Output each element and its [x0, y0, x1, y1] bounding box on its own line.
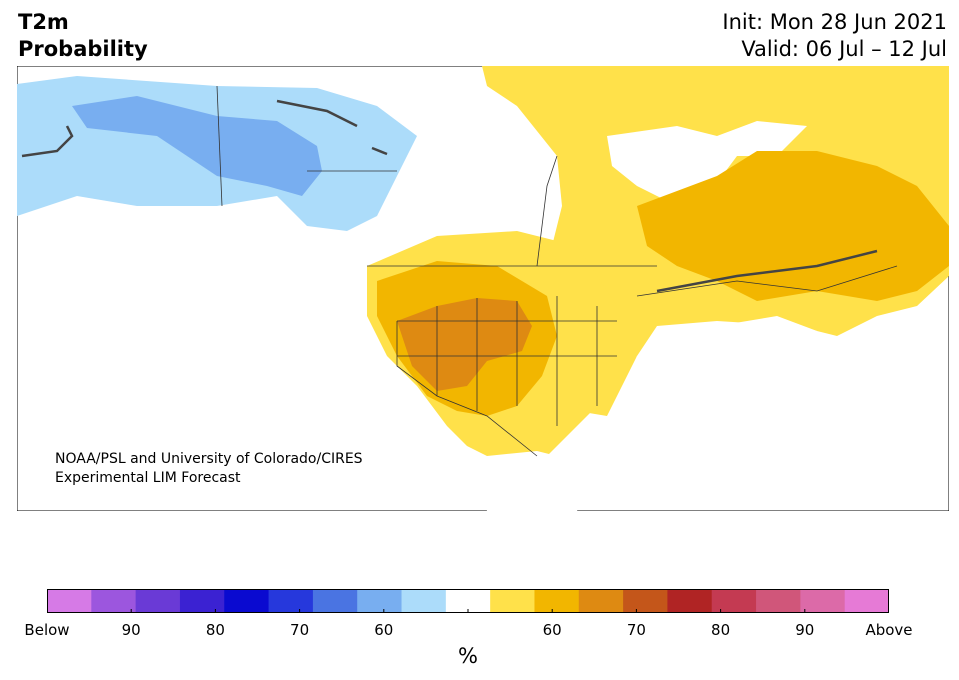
colorbar-swatch — [534, 589, 580, 613]
colorbar-swatch — [490, 589, 535, 613]
colorbar-swatch — [667, 589, 713, 613]
colorbar-swatch — [844, 589, 889, 613]
colorbar-tick-label: 90 — [121, 621, 141, 639]
above-gold-quebec — [637, 151, 949, 301]
colorbar-tick-label: 90 — [795, 621, 815, 639]
colorbar-tick-label: 70 — [626, 621, 646, 639]
colorbar-swatch — [268, 589, 314, 613]
white-east-us — [622, 316, 817, 466]
colorbar-swatch — [711, 589, 757, 613]
boundaries — [216, 85, 898, 457]
above-white-hudson — [607, 121, 807, 201]
colorbar-swatch — [47, 589, 92, 613]
colorbar-swatch — [578, 589, 624, 613]
title-type: Probability — [18, 37, 148, 61]
colorbar — [47, 589, 889, 613]
forecast-dates: Init: Mon 28 Jun 2021 Valid: 06 Jul – 12… — [722, 9, 947, 63]
colorbar-swatch — [91, 589, 137, 613]
colorbar-swatch — [224, 589, 270, 613]
colorbar-tick-label: 60 — [542, 621, 562, 639]
colorbar-swatch — [179, 589, 225, 613]
probability-map — [17, 66, 949, 511]
colorbar-swatch — [312, 589, 358, 613]
colorbar-swatch — [135, 589, 181, 613]
colorbar-swatch — [756, 589, 801, 613]
colorbar-tick-label: 80 — [205, 621, 225, 639]
colorbar-tick-label: 80 — [711, 621, 731, 639]
white-mexico — [477, 451, 587, 511]
title-variable: T2m — [18, 10, 69, 34]
credit-line-1: NOAA/PSL and University of Colorado/CIRE… — [55, 451, 363, 467]
below-mid-blue-region — [72, 96, 322, 196]
init-date: Init: Mon 28 Jun 2021 — [722, 10, 947, 34]
colorbar-tick-label: Below — [24, 621, 70, 639]
colorbar-units: % — [458, 644, 478, 668]
colorbar-tick-label: 70 — [290, 621, 310, 639]
coastlines — [21, 99, 878, 293]
valid-range: Valid: 06 Jul – 12 Jul — [741, 37, 947, 61]
colorbar-tick-label: Above — [865, 621, 913, 639]
credit-text: NOAA/PSL and University of Colorado/CIRE… — [55, 450, 363, 488]
credit-line-2: Experimental LIM Forecast — [55, 470, 241, 486]
colorbar-swatch — [401, 589, 447, 613]
colorbar-swatch — [800, 589, 846, 613]
colorbar-swatch — [357, 589, 403, 613]
colorbar-swatch — [623, 589, 668, 613]
colorbar-tick-label: 60 — [374, 621, 394, 639]
map-title: T2m Probability — [18, 9, 148, 63]
